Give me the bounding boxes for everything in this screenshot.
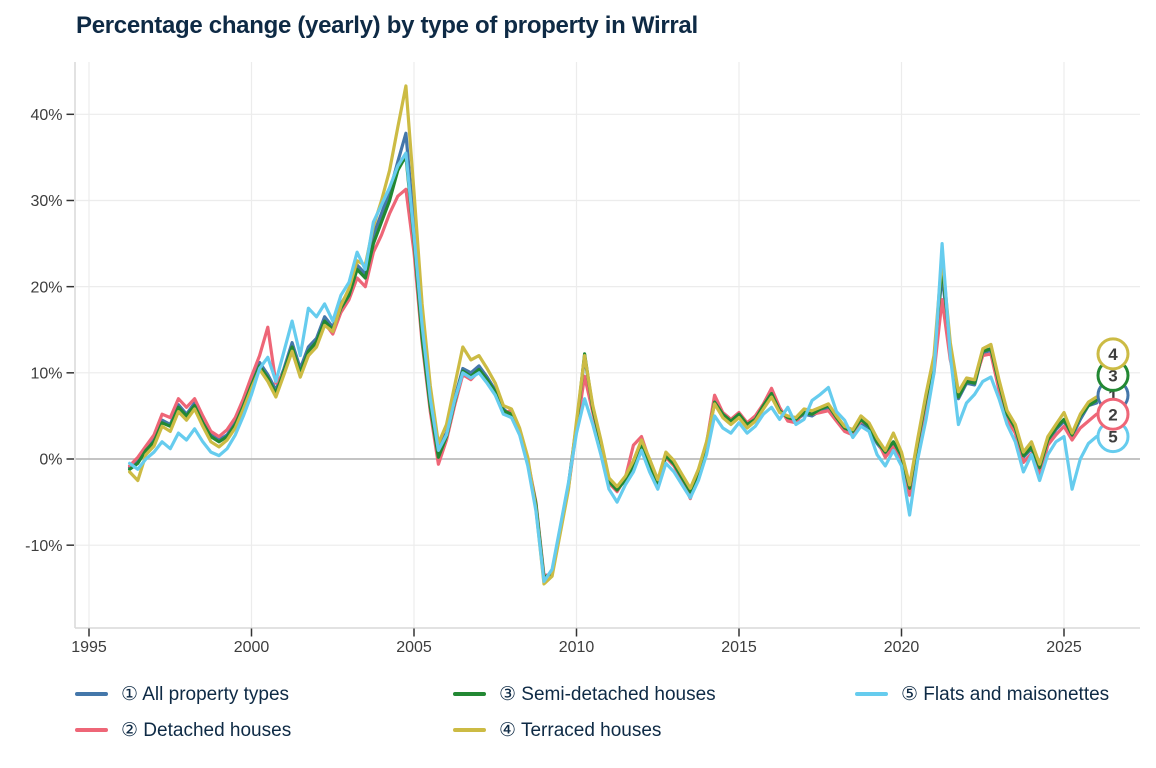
end-marker-digit-4: 4 (1108, 345, 1118, 364)
x-tick-label: 2010 (559, 639, 595, 656)
legend-item-label: ③ Semi-detached houses (499, 683, 716, 705)
legend-item-terraced-houses[interactable]: ④ Terraced houses (453, 719, 855, 742)
legend-item-label: ④ Terraced houses (499, 719, 662, 741)
legend-item-semi-detached-houses[interactable]: ③ Semi-detached houses (453, 683, 855, 706)
end-marker-digit-3: 3 (1108, 367, 1117, 386)
y-tick-label: 30% (30, 193, 62, 210)
end-marker-digit-2: 2 (1108, 405, 1117, 424)
end-marker-circle-4 (1096, 337, 1130, 371)
chart-title: Percentage change (yearly) by type of pr… (76, 12, 698, 39)
end-marker-digit-1: 1 (1108, 386, 1117, 405)
series-line-4 (128, 84, 1099, 586)
legend-swatch-icon (855, 691, 888, 697)
x-tick-label: 2025 (1046, 639, 1082, 656)
legend-swatch-icon (75, 727, 108, 733)
y-tick-label: 10% (30, 365, 62, 382)
legend-item-label: ② Detached houses (121, 719, 292, 741)
x-tick-label: 1995 (71, 639, 107, 656)
y-tick-label: 40% (30, 107, 62, 124)
end-marker-digit-5: 5 (1108, 428, 1117, 447)
legend-item-flats-and-maisonettes[interactable]: ⑤ Flats and maisonettes (855, 683, 1109, 706)
y-tick-label: 0% (39, 452, 62, 469)
legend-item-label: ① All property types (121, 683, 290, 705)
x-tick-label: 2015 (721, 639, 757, 656)
x-tick-label: 2000 (234, 639, 270, 656)
x-tick-label: 2020 (884, 639, 920, 656)
legend-swatch-icon (453, 691, 486, 697)
y-tick-label: -10% (25, 538, 62, 555)
legend-item-all-property-types[interactable]: ① All property types (75, 683, 453, 706)
legend-item-label: ⑤ Flats and maisonettes (901, 683, 1110, 705)
y-tick-label: 20% (30, 279, 62, 296)
series-line-5 (128, 151, 1099, 584)
end-marker-circle-2 (1096, 397, 1130, 431)
legend-swatch-icon (75, 691, 108, 697)
legend: ① All property types ② Detached houses ③… (75, 676, 1109, 748)
legend-item-detached-houses[interactable]: ② Detached houses (75, 719, 453, 742)
legend-swatch-icon (453, 727, 486, 733)
x-tick-label: 2005 (396, 639, 432, 656)
